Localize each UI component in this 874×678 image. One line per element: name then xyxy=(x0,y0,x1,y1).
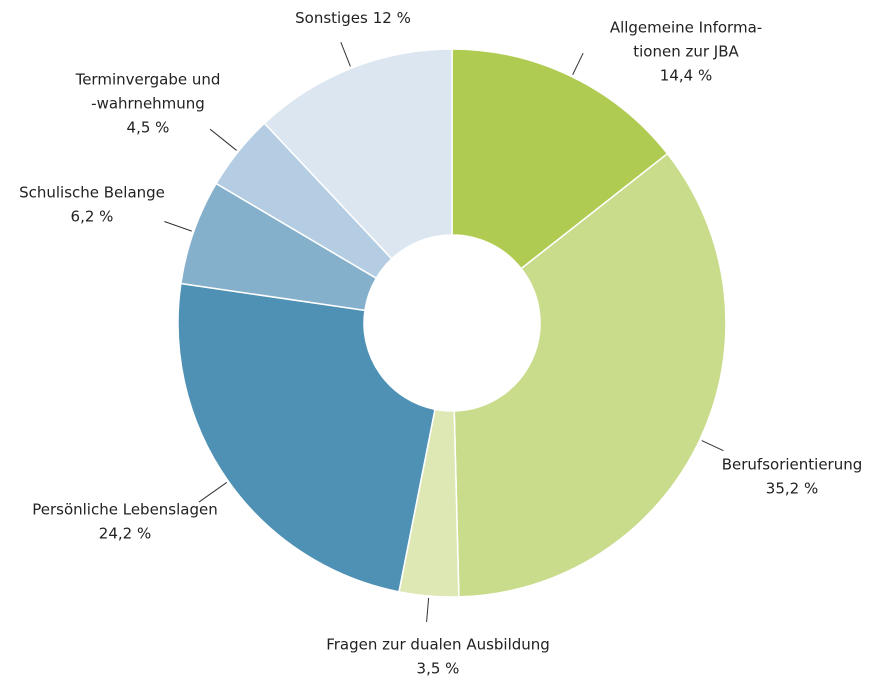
slice-label: Sonstiges 12 % xyxy=(295,9,411,27)
slice xyxy=(453,152,727,598)
category-label: Schulische Belange xyxy=(19,184,165,202)
category-label: Allgemeine Informa- xyxy=(610,19,762,37)
category-label: -wahrnehmung xyxy=(91,95,205,113)
leader-line xyxy=(340,42,351,67)
value-label: 35,2 % xyxy=(766,480,818,498)
leader-line xyxy=(572,52,584,75)
value-label: 12 % xyxy=(373,9,411,27)
slice xyxy=(263,48,453,260)
category-label: Terminvergabe und xyxy=(75,71,221,89)
leader-line xyxy=(426,597,430,622)
value-label: 3,5 % xyxy=(417,660,460,678)
leader-line xyxy=(209,128,237,151)
leader-line xyxy=(198,482,227,503)
category-label: Berufsorientierung xyxy=(722,456,863,474)
value-label: 4,5 % xyxy=(127,119,170,137)
value-label: 6,2 % xyxy=(71,208,114,226)
category-label: Sonstiges xyxy=(295,9,368,27)
leader-line xyxy=(701,440,724,452)
leader-line xyxy=(164,221,192,232)
value-label: 14,4 % xyxy=(660,67,712,85)
category-label: tionen zur JBA xyxy=(633,43,739,61)
category-label: Persönliche Lebenslagen xyxy=(32,501,218,519)
category-label: Fragen zur dualen Ausbildung xyxy=(326,636,550,654)
slice xyxy=(451,48,669,270)
slice xyxy=(177,282,436,593)
value-label: 24,2 % xyxy=(99,525,151,543)
